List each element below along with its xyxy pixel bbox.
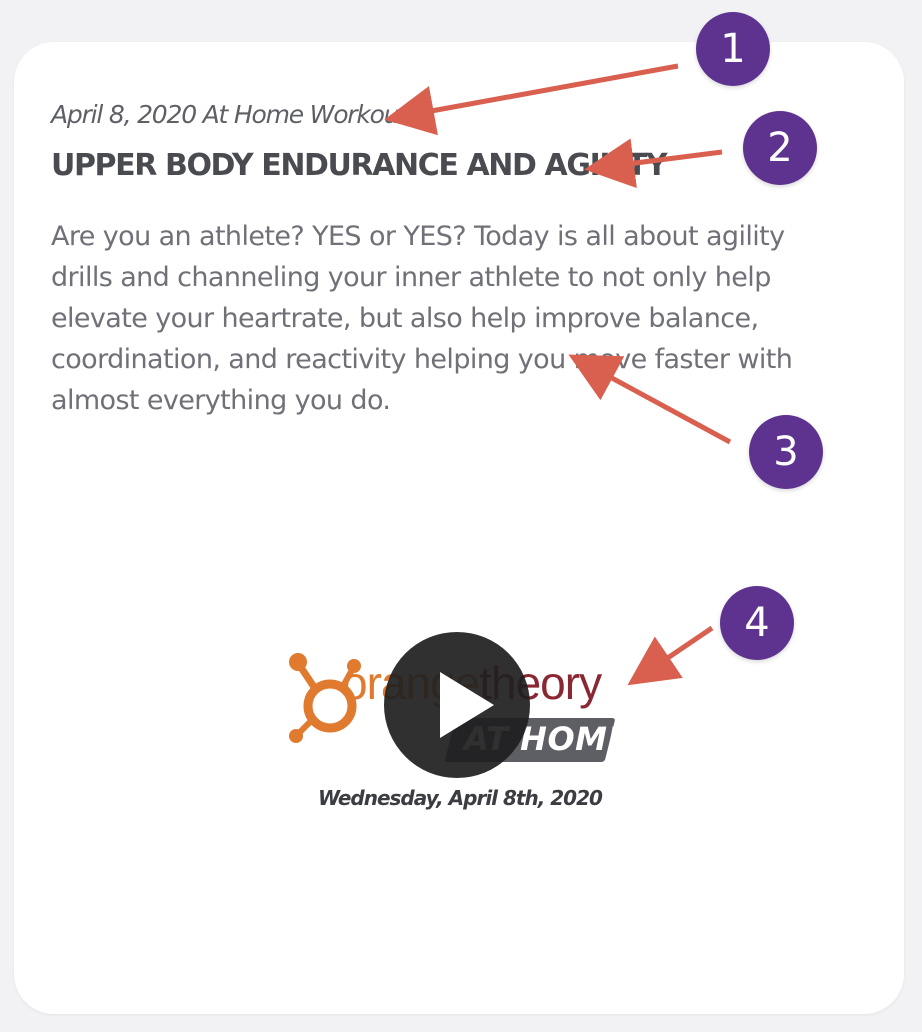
play-button[interactable] — [384, 632, 530, 778]
annotation-badge-2: 2 — [743, 111, 817, 185]
trademark: ™ — [600, 718, 610, 729]
annotation-badge-1: 1 — [696, 12, 770, 86]
orangetheory-logo-icon — [289, 653, 361, 743]
workout-card — [14, 42, 904, 1014]
annotation-badge-3: 3 — [749, 415, 823, 489]
play-icon — [440, 672, 494, 738]
annotation-badge-4: 4 — [720, 586, 794, 660]
workout-description: Are you an athlete? YES or YES? Today is… — [51, 221, 793, 416]
workout-date: April 8, 2020 At Home Workout — [51, 100, 408, 129]
video-thumbnail[interactable]: orangetheory AT HOME ™ Wednesday, April … — [270, 620, 650, 830]
video-date: Wednesday, April 8th, 2020 — [318, 786, 603, 810]
workout-title: UPPER BODY ENDURANCE AND AGILITY — [51, 148, 668, 183]
